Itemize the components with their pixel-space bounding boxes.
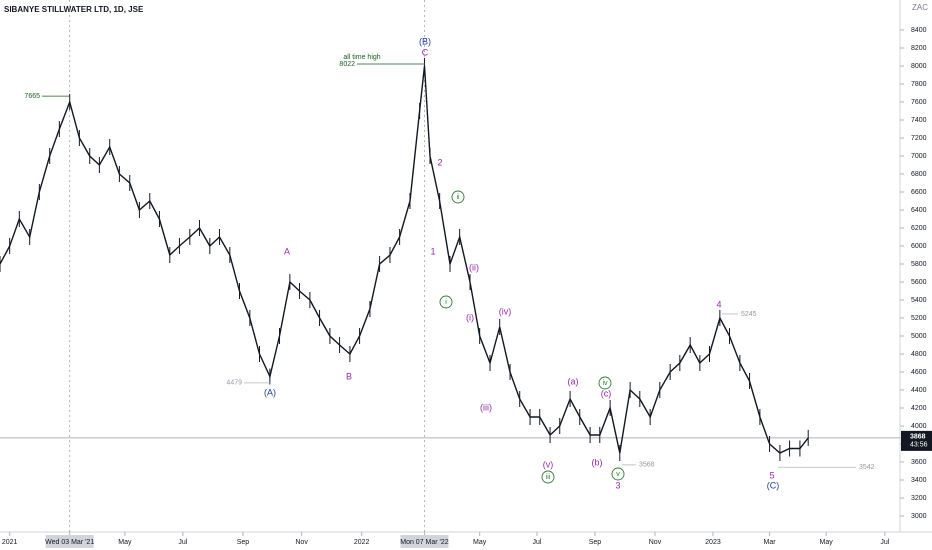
y-tick-label: 7600	[911, 99, 927, 106]
x-tick-label: Jul	[880, 539, 889, 546]
chart-title: SIBANYE STILLWATER LTD, 1D, JSE	[4, 5, 144, 14]
y-tick-label: 8000	[911, 63, 927, 70]
wave-label: 1	[430, 246, 435, 256]
y-tick-label: 5200	[911, 315, 927, 322]
unit-label: ZAC	[912, 3, 928, 12]
wave-label: 2	[437, 157, 442, 167]
y-tick-label: 3400	[911, 477, 927, 484]
y-tick-label: 5800	[911, 261, 927, 268]
y-tick-label: 3000	[911, 513, 927, 520]
x-tick-label: Sep	[589, 539, 602, 546]
x-tick-label: 2022	[354, 539, 370, 546]
price-mark-label: 7665	[24, 93, 40, 100]
y-tick-label: 3200	[911, 495, 927, 502]
y-tick-label: 7400	[911, 117, 927, 124]
wave-label: 4	[716, 299, 721, 309]
date-highlight	[400, 535, 449, 548]
wave-label: (B)	[419, 36, 431, 46]
y-tick-label: 4400	[911, 387, 927, 394]
wave-label: (A)	[264, 387, 276, 397]
countdown-label: 43:56	[910, 442, 928, 449]
x-tick-label: Jul	[178, 539, 187, 546]
x-tick-label: Mar	[764, 539, 777, 546]
wave-label: (iii)	[480, 402, 492, 412]
price-mark-label: 5245	[741, 311, 757, 318]
wave-label: (a)	[568, 376, 579, 386]
x-tick-label: May	[820, 539, 834, 546]
wave-label: v	[616, 471, 620, 478]
wave-label: B	[346, 371, 352, 381]
wave-label: iii	[546, 474, 551, 481]
y-tick-label: 8200	[911, 45, 927, 52]
wave-label: (C)	[767, 480, 780, 490]
y-tick-label: 6200	[911, 225, 927, 232]
x-tick-label: Nov	[295, 539, 308, 546]
last-price-label: 3868	[910, 434, 926, 441]
price-mark-label: 8022	[339, 61, 355, 68]
y-tick-label: 7000	[911, 153, 927, 160]
wave-circle	[541, 470, 555, 484]
y-tick-label: 7800	[911, 81, 927, 88]
wave-label: (b)	[592, 457, 603, 467]
y-tick-label: 6000	[911, 243, 927, 250]
y-tick-label: 4000	[911, 423, 927, 430]
wave-label: (iv)	[499, 306, 512, 316]
x-tick-label: Mon 07 Mar '22	[400, 539, 449, 546]
wave-label: C	[422, 47, 429, 57]
wave-circle	[451, 190, 465, 204]
wave-circle	[598, 376, 612, 390]
wave-label: (c)	[601, 388, 612, 398]
y-tick-label: 7200	[911, 135, 927, 142]
wave-label: iv	[602, 380, 608, 387]
y-tick-label: 6400	[911, 207, 927, 214]
x-tick-label: Wed 03 Mar '21	[45, 539, 94, 546]
x-tick-label: Nov	[649, 539, 662, 546]
x-tick-label: Sep	[237, 539, 250, 546]
wave-label: (i)	[466, 312, 474, 322]
last-price-box	[901, 430, 932, 451]
wave-circle	[611, 467, 625, 481]
wave-label: A	[284, 246, 290, 256]
wave-label: (ii)	[469, 262, 479, 272]
wave-label: i	[445, 299, 447, 306]
ath-label: all time high	[343, 54, 380, 61]
y-tick-label: 3600	[911, 459, 927, 466]
y-tick-label: 4600	[911, 369, 927, 376]
y-tick-label: 6600	[911, 189, 927, 196]
y-tick-label: 8400	[911, 27, 927, 34]
wave-label: 3	[615, 480, 620, 490]
y-tick-label: 6800	[911, 171, 927, 178]
x-tick-label: Jul	[532, 539, 541, 546]
x-tick-label: May	[473, 539, 487, 546]
y-tick-label: 5000	[911, 333, 927, 340]
y-tick-label: 5400	[911, 297, 927, 304]
price-mark-label: 3568	[639, 462, 655, 469]
y-tick-label: 4200	[911, 405, 927, 412]
date-highlight	[45, 535, 94, 548]
y-tick-label: 5600	[911, 279, 927, 286]
wave-label: ii	[456, 194, 460, 201]
x-tick-label: 2023	[705, 539, 721, 546]
wave-circle	[439, 295, 453, 309]
x-tick-label: 2021	[2, 539, 18, 546]
wave-label: (v)	[543, 459, 554, 469]
price-mark-label: 3542	[859, 464, 875, 471]
x-tick-label: May	[118, 539, 132, 546]
wave-label: 5	[769, 470, 774, 480]
price-mark-label: 4479	[226, 380, 242, 387]
y-tick-label: 4800	[911, 351, 927, 358]
